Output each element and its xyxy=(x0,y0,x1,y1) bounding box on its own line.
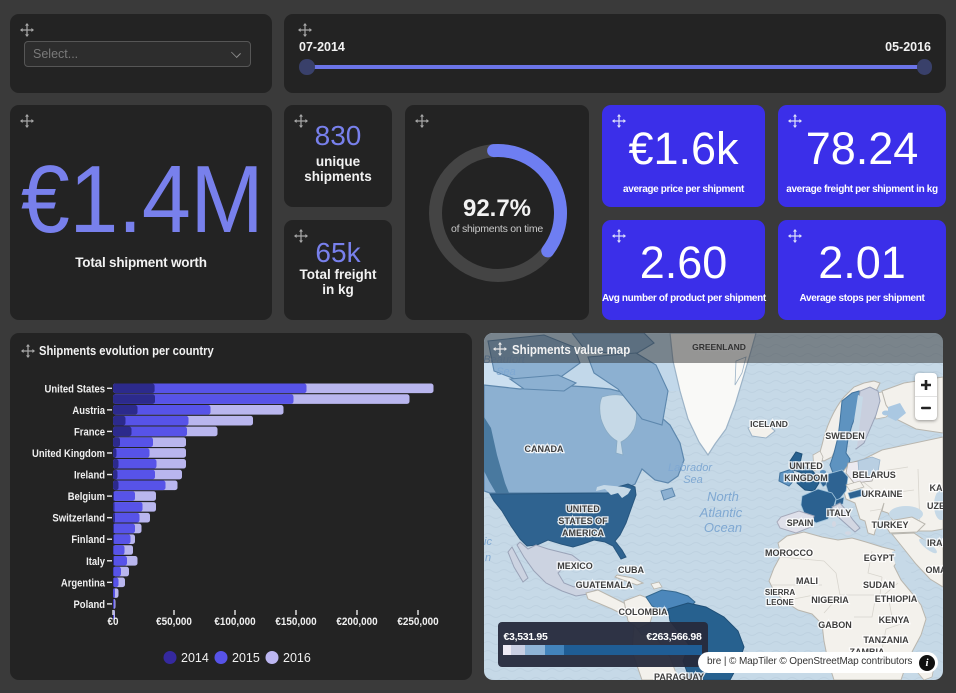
svg-text:MOROCCO: MOROCCO xyxy=(765,548,813,558)
svg-text:OMA: OMA xyxy=(926,565,944,575)
svg-text:KA: KA xyxy=(930,483,943,493)
svg-text:AMERICA: AMERICA xyxy=(562,528,604,538)
svg-text:ic: ic xyxy=(484,536,492,548)
svg-text:France: France xyxy=(74,426,105,438)
svg-text:Italy: Italy xyxy=(86,556,106,568)
svg-text:Argentina: Argentina xyxy=(61,577,106,589)
svg-text:UKRAINE: UKRAINE xyxy=(861,489,902,499)
svg-text:ICELAND: ICELAND xyxy=(750,419,788,429)
svg-text:€250,000: €250,000 xyxy=(397,616,438,628)
svg-text:Belgium: Belgium xyxy=(68,491,105,503)
svg-text:Austria: Austria xyxy=(72,405,105,417)
svg-text:NIGERIA: NIGERIA xyxy=(811,595,849,605)
svg-text:United States: United States xyxy=(45,383,106,395)
svg-text:UNITED: UNITED xyxy=(789,461,823,471)
svg-text:MALI: MALI xyxy=(796,576,818,586)
svg-text:n: n xyxy=(485,552,491,564)
svg-text:EGYPT: EGYPT xyxy=(864,553,895,563)
svg-text:CANADA: CANADA xyxy=(525,444,564,454)
svg-text:KENYA: KENYA xyxy=(879,615,910,625)
svg-text:IRAN: IRAN xyxy=(927,538,943,548)
svg-text:ITALY: ITALY xyxy=(827,508,852,518)
svg-text:TURKEY: TURKEY xyxy=(871,520,908,530)
svg-text:BELARUS: BELARUS xyxy=(852,470,896,480)
svg-text:SIERRA: SIERRA xyxy=(765,588,795,597)
svg-text:SUDAN: SUDAN xyxy=(863,580,895,590)
svg-text:Poland: Poland xyxy=(74,599,106,611)
svg-text:€100,000: €100,000 xyxy=(214,616,255,628)
svg-text:€0: €0 xyxy=(108,616,119,628)
svg-text:Atlantic: Atlantic xyxy=(699,505,743,520)
svg-text:UZE: UZE xyxy=(927,501,943,511)
svg-text:€50,000: €50,000 xyxy=(156,616,192,628)
svg-text:PARAGUAY: PARAGUAY xyxy=(654,672,704,680)
svg-text:Sea: Sea xyxy=(683,474,703,486)
svg-text:TANZANIA: TANZANIA xyxy=(863,635,909,645)
svg-text:North: North xyxy=(707,489,739,504)
svg-text:GREENLAND: GREENLAND xyxy=(692,342,746,352)
svg-text:Finland: Finland xyxy=(71,534,105,546)
svg-text:COLOMBIA: COLOMBIA xyxy=(619,607,668,617)
svg-text:SPAIN: SPAIN xyxy=(787,518,814,528)
svg-text:Switzerland: Switzerland xyxy=(52,513,105,525)
svg-text:UNITED: UNITED xyxy=(566,504,600,514)
svg-text:2016: 2016 xyxy=(283,651,311,665)
svg-text:Labrador: Labrador xyxy=(668,462,713,474)
svg-text:STATES OF: STATES OF xyxy=(558,516,608,526)
svg-text:GUATEMALA: GUATEMALA xyxy=(576,580,633,590)
svg-text:ETHIOPIA: ETHIOPIA xyxy=(875,594,918,604)
svg-text:Ocean: Ocean xyxy=(704,520,742,535)
svg-text:MEXICO: MEXICO xyxy=(557,561,593,571)
svg-text:€200,000: €200,000 xyxy=(336,616,377,628)
svg-text:LEONE: LEONE xyxy=(766,598,794,607)
svg-text:2014: 2014 xyxy=(181,651,209,665)
svg-text:Sea: Sea xyxy=(496,366,516,378)
svg-text:GABON: GABON xyxy=(818,620,852,630)
svg-text:Ireland: Ireland xyxy=(74,470,105,482)
svg-text:KINGDOM: KINGDOM xyxy=(784,473,828,483)
svg-text:Beaufort: Beaufort xyxy=(484,354,526,366)
svg-text:SWEDEN: SWEDEN xyxy=(825,431,865,441)
svg-text:2015: 2015 xyxy=(232,651,260,665)
svg-text:United Kingdom: United Kingdom xyxy=(32,448,105,460)
svg-text:CUBA: CUBA xyxy=(618,565,644,575)
svg-text:€150,000: €150,000 xyxy=(275,616,316,628)
